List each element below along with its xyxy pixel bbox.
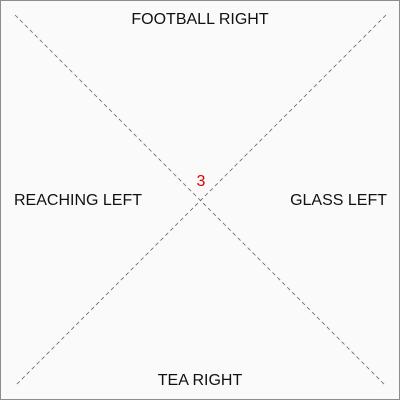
center-counter: 3 [196,173,206,190]
left-zone-label[interactable]: REACHING LEFT [14,192,143,209]
bottom-zone-label[interactable]: TEA RIGHT [157,372,243,389]
diagonal-line-up [14,14,387,387]
top-zone-label[interactable]: FOOTBALL RIGHT [131,11,269,28]
right-zone-label[interactable]: GLASS LEFT [290,192,387,209]
